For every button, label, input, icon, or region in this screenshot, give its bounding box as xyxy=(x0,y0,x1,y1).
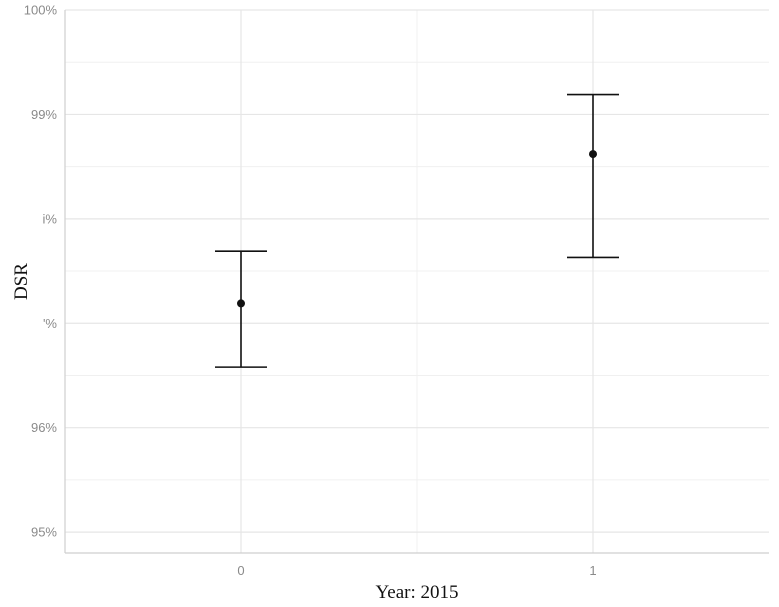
error-bar xyxy=(567,93,619,259)
data-point xyxy=(237,299,245,308)
x-axis-title: Year: 2015 xyxy=(375,582,458,603)
x-tick-label: 1 xyxy=(589,563,596,578)
tick-labels: 95% 96% '% i% 99% 100% 0 1 xyxy=(24,3,597,579)
axes xyxy=(64,10,769,554)
x-tick-label: 0 xyxy=(237,563,244,578)
error-bar xyxy=(215,250,267,368)
y-tick-label: 96% xyxy=(31,420,57,435)
y-tick-label: i% xyxy=(43,211,58,226)
grid-lines xyxy=(65,9,769,553)
y-tick-label: '% xyxy=(43,316,57,331)
y-tick-label: 100% xyxy=(24,3,58,18)
data-point xyxy=(589,150,597,159)
y-axis-title: DSR xyxy=(11,263,32,300)
y-tick-label: 95% xyxy=(31,525,57,540)
y-tick-label: 99% xyxy=(31,107,57,122)
data-layer xyxy=(215,93,619,368)
